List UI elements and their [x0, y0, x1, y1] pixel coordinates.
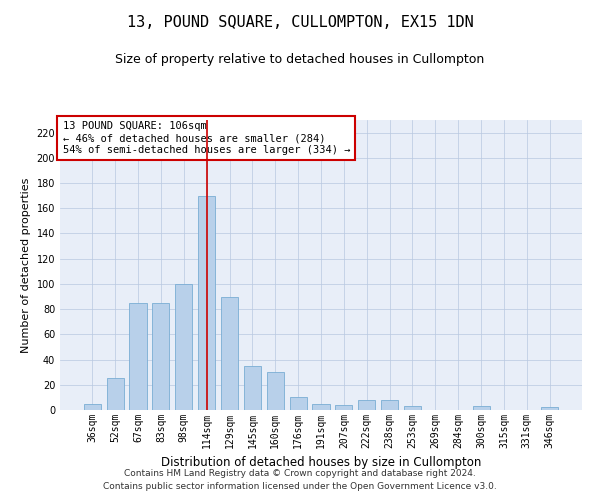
Bar	[290, 398, 307, 410]
Bar	[381, 400, 398, 410]
Bar	[84, 404, 101, 410]
Bar	[198, 196, 215, 410]
Text: Size of property relative to detached houses in Cullompton: Size of property relative to detached ho…	[115, 52, 485, 66]
Bar	[358, 400, 376, 410]
Text: Contains public sector information licensed under the Open Government Licence v3: Contains public sector information licen…	[103, 482, 497, 491]
Text: 13 POUND SQUARE: 106sqm
← 46% of detached houses are smaller (284)
54% of semi-d: 13 POUND SQUARE: 106sqm ← 46% of detache…	[62, 122, 350, 154]
Y-axis label: Number of detached properties: Number of detached properties	[21, 178, 31, 352]
Bar	[175, 284, 193, 410]
Bar	[107, 378, 124, 410]
Bar	[244, 366, 261, 410]
Text: 13, POUND SQUARE, CULLOMPTON, EX15 1DN: 13, POUND SQUARE, CULLOMPTON, EX15 1DN	[127, 15, 473, 30]
X-axis label: Distribution of detached houses by size in Cullompton: Distribution of detached houses by size …	[161, 456, 481, 469]
Bar	[541, 408, 558, 410]
Bar	[473, 406, 490, 410]
Bar	[313, 404, 329, 410]
Bar	[335, 405, 352, 410]
Bar	[130, 303, 146, 410]
Text: Contains HM Land Registry data © Crown copyright and database right 2024.: Contains HM Land Registry data © Crown c…	[124, 468, 476, 477]
Bar	[404, 406, 421, 410]
Bar	[152, 303, 169, 410]
Bar	[221, 296, 238, 410]
Bar	[266, 372, 284, 410]
